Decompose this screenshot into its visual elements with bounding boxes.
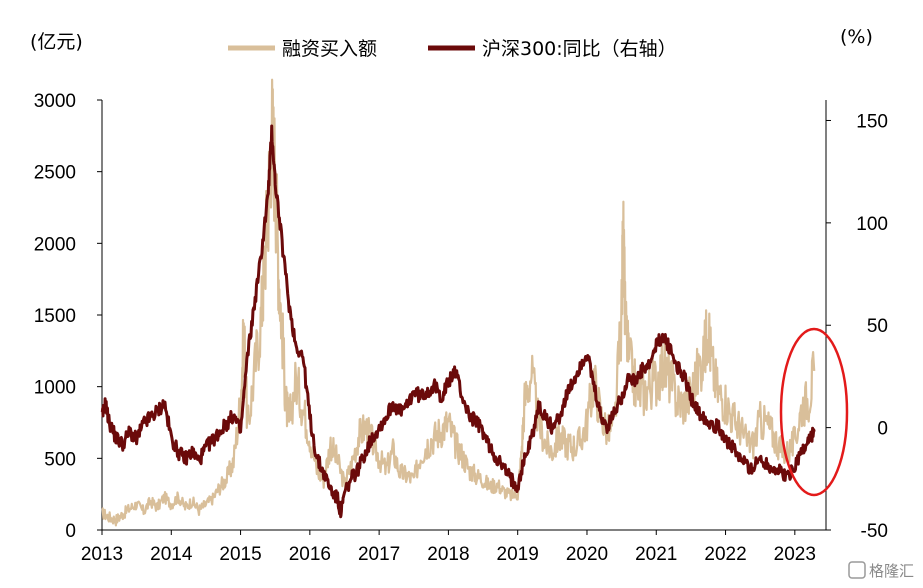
x-tick-label: 2022 (704, 544, 746, 565)
left-tick-label: 3000 (34, 91, 76, 112)
right-axis-unit: (%) (840, 26, 873, 48)
x-tick-label: 2019 (497, 544, 539, 565)
right-tick-label: -50 (861, 521, 888, 542)
right-tick-label: 100 (856, 214, 888, 235)
left-tick-label: 2500 (34, 163, 76, 184)
left-axis-unit: (亿元) (30, 31, 83, 53)
x-tick-label: 2020 (566, 544, 608, 565)
right-tick-label: 50 (867, 316, 888, 337)
right-y-ticks: -50 0 50 100 150 (826, 111, 888, 542)
x-tick-label: 2017 (358, 544, 400, 565)
legend: 融资买入额 沪深300:同比（右轴） (228, 38, 677, 60)
series-line-csi300-yoy (100, 124, 816, 519)
watermark: 格隆汇 (848, 561, 914, 580)
highlight-ellipse (779, 327, 849, 497)
left-tick-label: 2000 (34, 234, 76, 255)
series-layer (100, 78, 816, 527)
legend-label-financing-buy: 融资买入额 (282, 38, 377, 60)
left-y-ticks: 0 500 1000 1500 2000 2500 3000 (34, 91, 102, 542)
x-tick-label: 2023 (774, 544, 816, 565)
right-tick-label: 0 (877, 419, 888, 440)
x-tick-label: 2014 (150, 544, 193, 565)
series-line-financing-buy (101, 78, 816, 527)
left-tick-label: 1000 (34, 378, 76, 399)
x-tick-label: 2016 (289, 544, 331, 565)
x-ticks: 2013 2014 2015 2016 2017 2018 2019 2020 2021 2022… (81, 530, 816, 565)
watermark-logo-icon (848, 561, 866, 579)
watermark-text: 格隆汇 (869, 562, 914, 580)
left-tick-label: 500 (44, 449, 76, 470)
left-tick-label: 1500 (34, 306, 76, 327)
x-tick-label: 2013 (81, 544, 123, 565)
legend-label-csi300-yoy: 沪深300:同比（右轴） (482, 38, 677, 60)
x-tick-label: 2018 (427, 544, 469, 565)
x-tick-label: 2021 (635, 544, 677, 565)
x-tick-label: 2015 (219, 544, 261, 565)
left-tick-label: 0 (65, 521, 76, 542)
right-tick-label: 150 (856, 111, 888, 132)
